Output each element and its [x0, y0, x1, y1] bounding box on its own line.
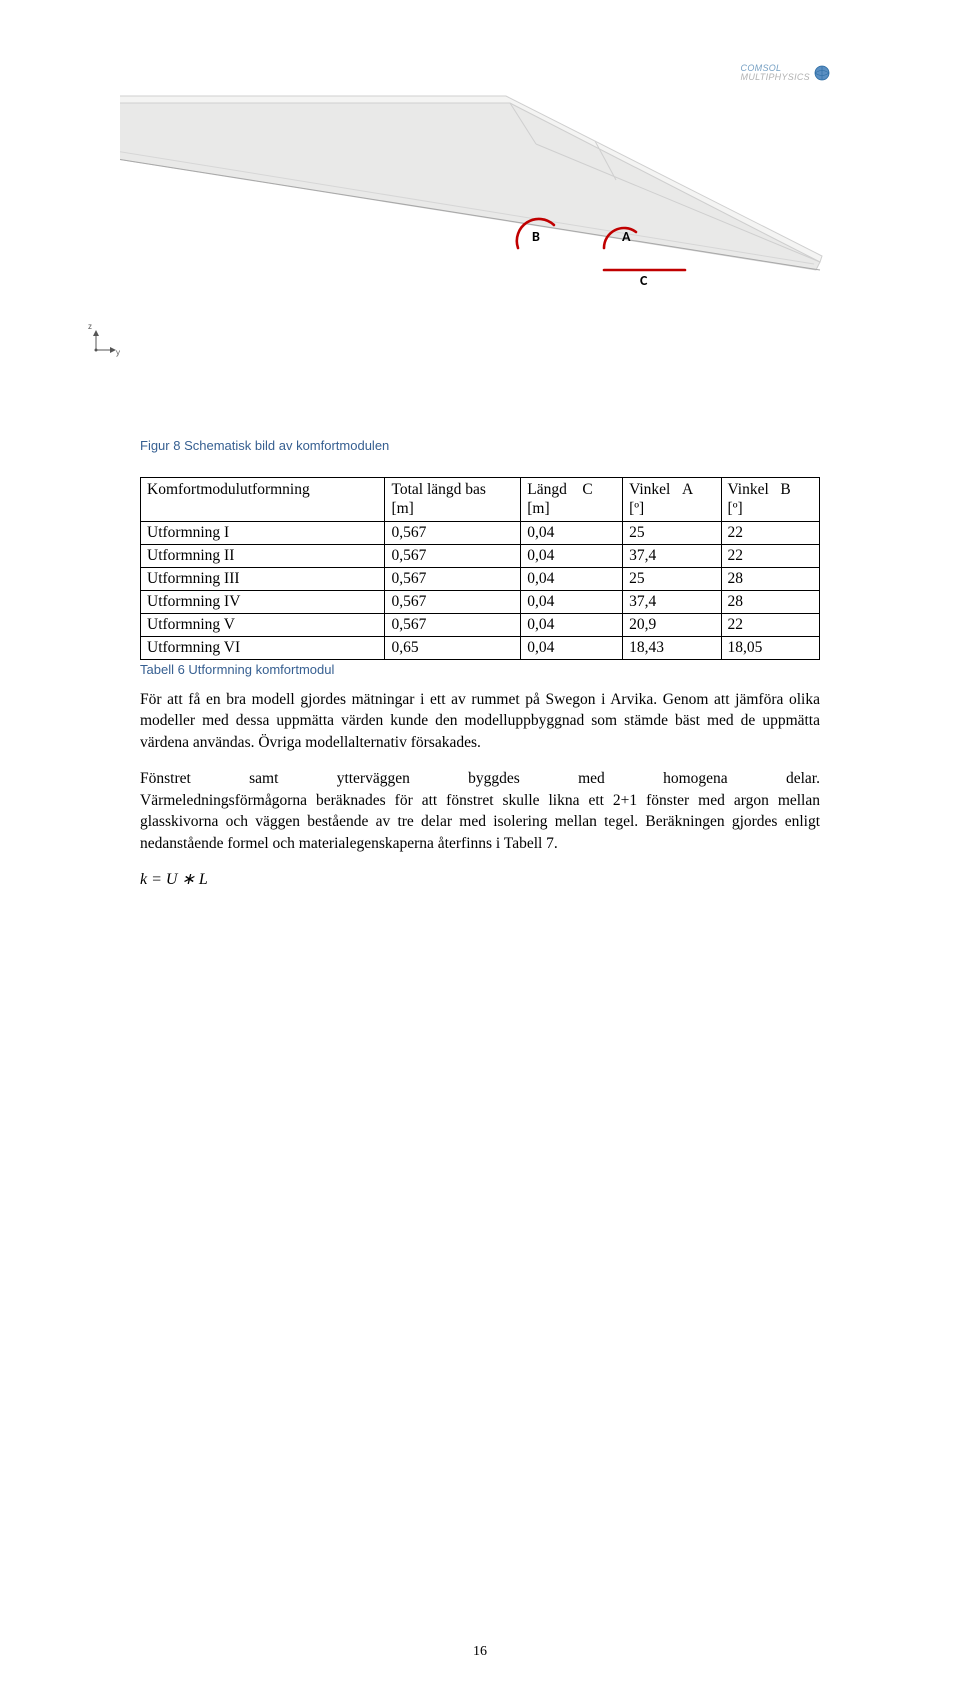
body-text: För att få en bra modell gjordes mätning… [140, 689, 820, 855]
table-cell: 0,04 [521, 567, 623, 590]
table-cell: 25 [623, 567, 721, 590]
table-cell: 18,05 [721, 636, 819, 659]
table-cell: 22 [721, 613, 819, 636]
col-header: Komfortmodulutformning [141, 478, 385, 522]
word: byggdes [468, 768, 520, 790]
page-number: 16 [473, 1644, 487, 1660]
word: homogena [663, 768, 728, 790]
col-header: Vinkel B[º] [721, 478, 819, 522]
label-a: A [622, 228, 630, 245]
word: ytterväggen [337, 768, 410, 790]
label-b: B [532, 228, 540, 245]
col-header: Längd C[m] [521, 478, 623, 522]
table-cell: Utformning I [141, 521, 385, 544]
table-cell: 22 [721, 521, 819, 544]
table-cell: 0,04 [521, 590, 623, 613]
table-cell: 37,4 [623, 590, 721, 613]
table-cell: 0,04 [521, 636, 623, 659]
table-cell: Utformning V [141, 613, 385, 636]
table-cell: 0,567 [385, 590, 521, 613]
table-cell: 28 [721, 590, 819, 613]
table-cell: 0,04 [521, 521, 623, 544]
table-cell: Utformning III [141, 567, 385, 590]
label-c: C [640, 272, 647, 289]
spread-line: Fönstret samt ytterväggen byggdes med homogen… [140, 768, 820, 790]
utformning-table: Komfortmodulutformning Total längd bas[m… [140, 477, 820, 660]
word: samt [249, 768, 278, 790]
figure-schematic: B A C z y [140, 48, 820, 388]
table-cell: 37,4 [623, 544, 721, 567]
table-cell: Utformning II [141, 544, 385, 567]
formula: k = U ∗ L [140, 869, 820, 889]
table-cell: 25 [623, 521, 721, 544]
axis-y-label: y [116, 348, 120, 357]
table-cell: 0,567 [385, 567, 521, 590]
table-row: Utformning VI0,650,0418,4318,05 [141, 636, 820, 659]
table-cell: Utformning VI [141, 636, 385, 659]
table-cell: 18,43 [623, 636, 721, 659]
axis-z-label: z [88, 322, 92, 331]
figure-caption: Figur 8 Schematisk bild av komfortmodule… [140, 438, 820, 453]
table-row: Utformning II0,5670,0437,422 [141, 544, 820, 567]
table-cell: 0,04 [521, 544, 623, 567]
table-row: Utformning V0,5670,0420,922 [141, 613, 820, 636]
geometry-svg [120, 48, 840, 308]
word: Fönstret [140, 768, 191, 790]
table-header-row: Komfortmodulutformning Total längd bas[m… [141, 478, 820, 522]
paragraph: För att få en bra modell gjordes mätning… [140, 689, 820, 754]
table-row: Utformning IV0,5670,0437,428 [141, 590, 820, 613]
paragraph-rest: Värmeledningsförmågorna beräknades för a… [140, 792, 820, 852]
table-cell: 28 [721, 567, 819, 590]
table-cell: 0,65 [385, 636, 521, 659]
table-cell: 20,9 [623, 613, 721, 636]
table-cell: Utformning IV [141, 590, 385, 613]
table-row: Utformning III0,5670,042528 [141, 567, 820, 590]
table-cell: 0,567 [385, 544, 521, 567]
table-caption: Tabell 6 Utformning komfortmodul [140, 662, 820, 677]
table-row: Utformning I0,5670,042522 [141, 521, 820, 544]
table-cell: 0,04 [521, 613, 623, 636]
table-cell: 0,567 [385, 613, 521, 636]
table-cell: 0,567 [385, 521, 521, 544]
col-header: Total längd bas[m] [385, 478, 521, 522]
col-header: Vinkel A[º] [623, 478, 721, 522]
table-cell: 22 [721, 544, 819, 567]
paragraph: Fönstret samt ytterväggen byggdes med homogen… [140, 768, 820, 855]
word: delar. [786, 768, 820, 790]
word: med [578, 768, 605, 790]
axis-icon [90, 328, 118, 356]
